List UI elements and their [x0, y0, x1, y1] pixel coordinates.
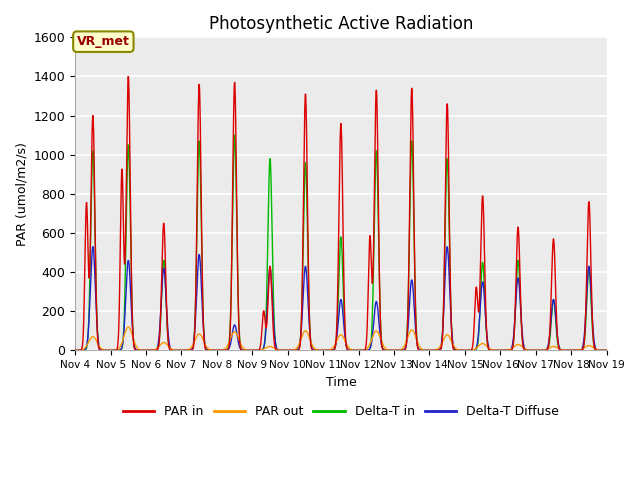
PAR out — [270, 345, 278, 351]
Delta-T in — [490, 348, 497, 353]
Line: PAR out: PAR out — [75, 327, 607, 350]
Line: PAR in: PAR in — [75, 76, 607, 350]
Delta-T Diffuse — [71, 348, 79, 353]
Delta-T in — [601, 348, 609, 353]
Delta-T in — [603, 348, 611, 353]
Title: Photosynthetic Active Radiation: Photosynthetic Active Radiation — [209, 15, 473, 33]
Delta-T Diffuse — [603, 348, 611, 353]
PAR in — [179, 348, 187, 353]
PAR in — [414, 346, 422, 352]
Delta-T Diffuse — [89, 244, 97, 250]
Delta-T Diffuse — [490, 348, 497, 353]
Delta-T in — [179, 348, 187, 353]
Text: VR_met: VR_met — [77, 35, 130, 48]
Delta-T Diffuse — [185, 348, 193, 353]
PAR out — [179, 348, 187, 353]
PAR in — [603, 348, 611, 353]
Delta-T in — [71, 348, 79, 353]
Delta-T Diffuse — [601, 348, 609, 353]
PAR out — [414, 341, 422, 347]
Legend: PAR in, PAR out, Delta-T in, Delta-T Diffuse: PAR in, PAR out, Delta-T in, Delta-T Dif… — [118, 400, 564, 423]
Y-axis label: PAR (umol/m2/s): PAR (umol/m2/s) — [15, 142, 28, 246]
Line: Delta-T in: Delta-T in — [75, 135, 607, 350]
Delta-T in — [270, 319, 278, 324]
PAR out — [601, 348, 609, 353]
Delta-T Diffuse — [414, 345, 422, 350]
PAR in — [124, 73, 132, 79]
Line: Delta-T Diffuse: Delta-T Diffuse — [75, 247, 607, 350]
PAR out — [490, 348, 497, 353]
PAR in — [185, 348, 193, 353]
PAR in — [270, 339, 278, 345]
Delta-T in — [414, 345, 422, 351]
PAR out — [71, 348, 79, 353]
PAR in — [71, 348, 79, 353]
PAR out — [124, 324, 132, 330]
Delta-T in — [231, 132, 239, 138]
PAR out — [603, 348, 611, 353]
PAR in — [601, 348, 609, 353]
X-axis label: Time: Time — [326, 376, 356, 389]
PAR in — [490, 348, 497, 353]
Delta-T in — [185, 348, 193, 353]
Delta-T Diffuse — [179, 348, 187, 353]
Delta-T Diffuse — [270, 327, 278, 333]
PAR out — [185, 347, 193, 352]
